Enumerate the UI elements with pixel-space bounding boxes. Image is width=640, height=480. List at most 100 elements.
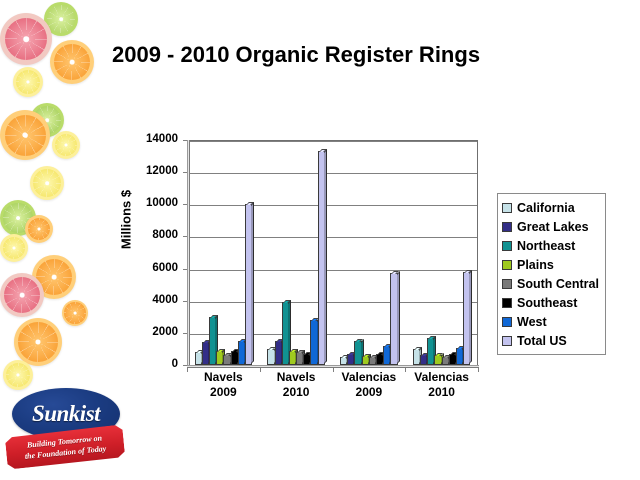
citrus-core [37,227,41,231]
bar-total-us[interactable] [390,271,400,365]
bar-south-central[interactable] [223,353,233,365]
bar-california[interactable] [340,354,350,365]
bar-slot [296,141,306,365]
bar-side-face [396,271,400,364]
bar-slot [448,141,458,365]
bar-california[interactable] [194,350,204,365]
x-axis-tick-line-1: Navels [204,370,243,384]
legend-swatch [502,240,512,251]
x-axis-tick-mark [478,368,479,372]
legend-item-great-lakes[interactable]: Great Lakes [502,217,599,236]
bar-slot [223,141,233,365]
x-axis-tick-line-1: Valencias [341,370,397,384]
bar-plains[interactable] [216,348,226,365]
plot-area [187,140,478,365]
citrus-slice-lime [44,2,78,36]
x-axis-line [187,365,479,368]
bar-northeast[interactable] [354,338,364,365]
bar-slot [194,141,204,365]
legend-item-west[interactable]: West [502,312,599,331]
bar-slot [303,141,313,365]
bar-west[interactable] [455,346,466,365]
citrus-flesh [27,217,51,241]
citrus-core [22,132,28,138]
x-axis-tick-label: Navels 2010 [260,370,333,400]
legend-label: Great Lakes [517,219,589,234]
bar-great-lakes[interactable] [347,351,357,365]
bar-slot [281,141,291,365]
bar-plains[interactable] [434,353,444,365]
bar-slot [340,141,350,365]
citrus-core [51,274,57,280]
x-axis-tick-line-1: Valencias [414,370,469,384]
bar-west[interactable] [383,343,393,365]
legend-item-total-us[interactable]: Total US [502,331,599,350]
bar-slot [441,141,451,365]
bar-plains[interactable] [288,348,299,365]
citrus-core [59,17,63,21]
legend-item-northeast[interactable]: Northeast [502,236,599,255]
bar-plains[interactable] [361,354,371,365]
legend-swatch [502,335,512,346]
bar-northeast[interactable] [427,335,437,365]
bar-south-central[interactable] [296,350,306,365]
bar-great-lakes[interactable] [201,339,211,365]
chart-legend: California Great Lakes Northeast Plains Sout… [497,193,606,355]
bar-total-us[interactable] [463,269,473,365]
citrus-core [16,373,20,377]
bar-southeast[interactable] [303,351,313,365]
bar-south-central[interactable] [368,354,378,365]
bar-california[interactable] [412,346,422,365]
y-axis-tick-label: 10000 [146,197,178,210]
legend-swatch [502,297,512,308]
bar-southeast[interactable] [230,349,240,365]
bar-slot [317,141,327,365]
citrus-slice-lemon [30,166,64,200]
bar-california[interactable] [267,346,277,365]
bar-southeast[interactable] [448,351,458,365]
bar-west[interactable] [310,318,320,365]
citrus-flesh [5,362,31,388]
bar-group [194,141,255,365]
legend-item-southeast[interactable]: Southeast [502,293,599,312]
citrus-core [16,216,20,220]
bar-southeast[interactable] [376,351,386,365]
legend-item-california[interactable]: California [502,198,599,217]
citrus-flesh [4,114,46,156]
legend-item-south-central[interactable]: South Central [502,274,599,293]
bar-total-us[interactable] [317,149,327,365]
y-axis-tick-label: 12000 [146,165,178,178]
legend-label: Northeast [517,238,576,253]
bar-northeast[interactable] [281,300,291,365]
y-axis-tick-label: 8000 [152,229,178,242]
legend-item-plains[interactable]: Plains [502,255,599,274]
x-axis-tick-line-2: 2010 [428,385,455,399]
citrus-core [23,36,29,42]
bar-south-central[interactable] [441,354,451,365]
legend-swatch [502,221,512,232]
gridline [187,141,477,142]
bar-slot [237,141,247,365]
bar-slot [201,141,211,365]
bar-west[interactable] [237,338,247,365]
y-axis-tick-mark [183,268,187,270]
bar-slot [244,141,255,365]
bar-slot [230,141,240,365]
citrus-slice-lemon [13,67,43,97]
bar-great-lakes[interactable] [274,338,284,365]
bar-group [267,141,327,365]
bar-total-us[interactable] [244,202,255,365]
bar-great-lakes[interactable] [420,353,430,365]
bar-northeast[interactable] [208,314,219,365]
citrus-flesh [4,17,48,61]
citrus-slice-lemon [0,234,28,262]
citrus-flesh [2,236,26,260]
bar-slot [361,141,371,365]
x-axis-tick-line-2: 2009 [355,385,383,399]
bar-slot [427,141,437,365]
citrus-slice-orange [14,318,62,366]
citrus-core [45,118,49,122]
y-axis-tick-label: 2000 [152,325,178,338]
bar-slot [274,141,284,365]
bar-slot [390,141,400,365]
